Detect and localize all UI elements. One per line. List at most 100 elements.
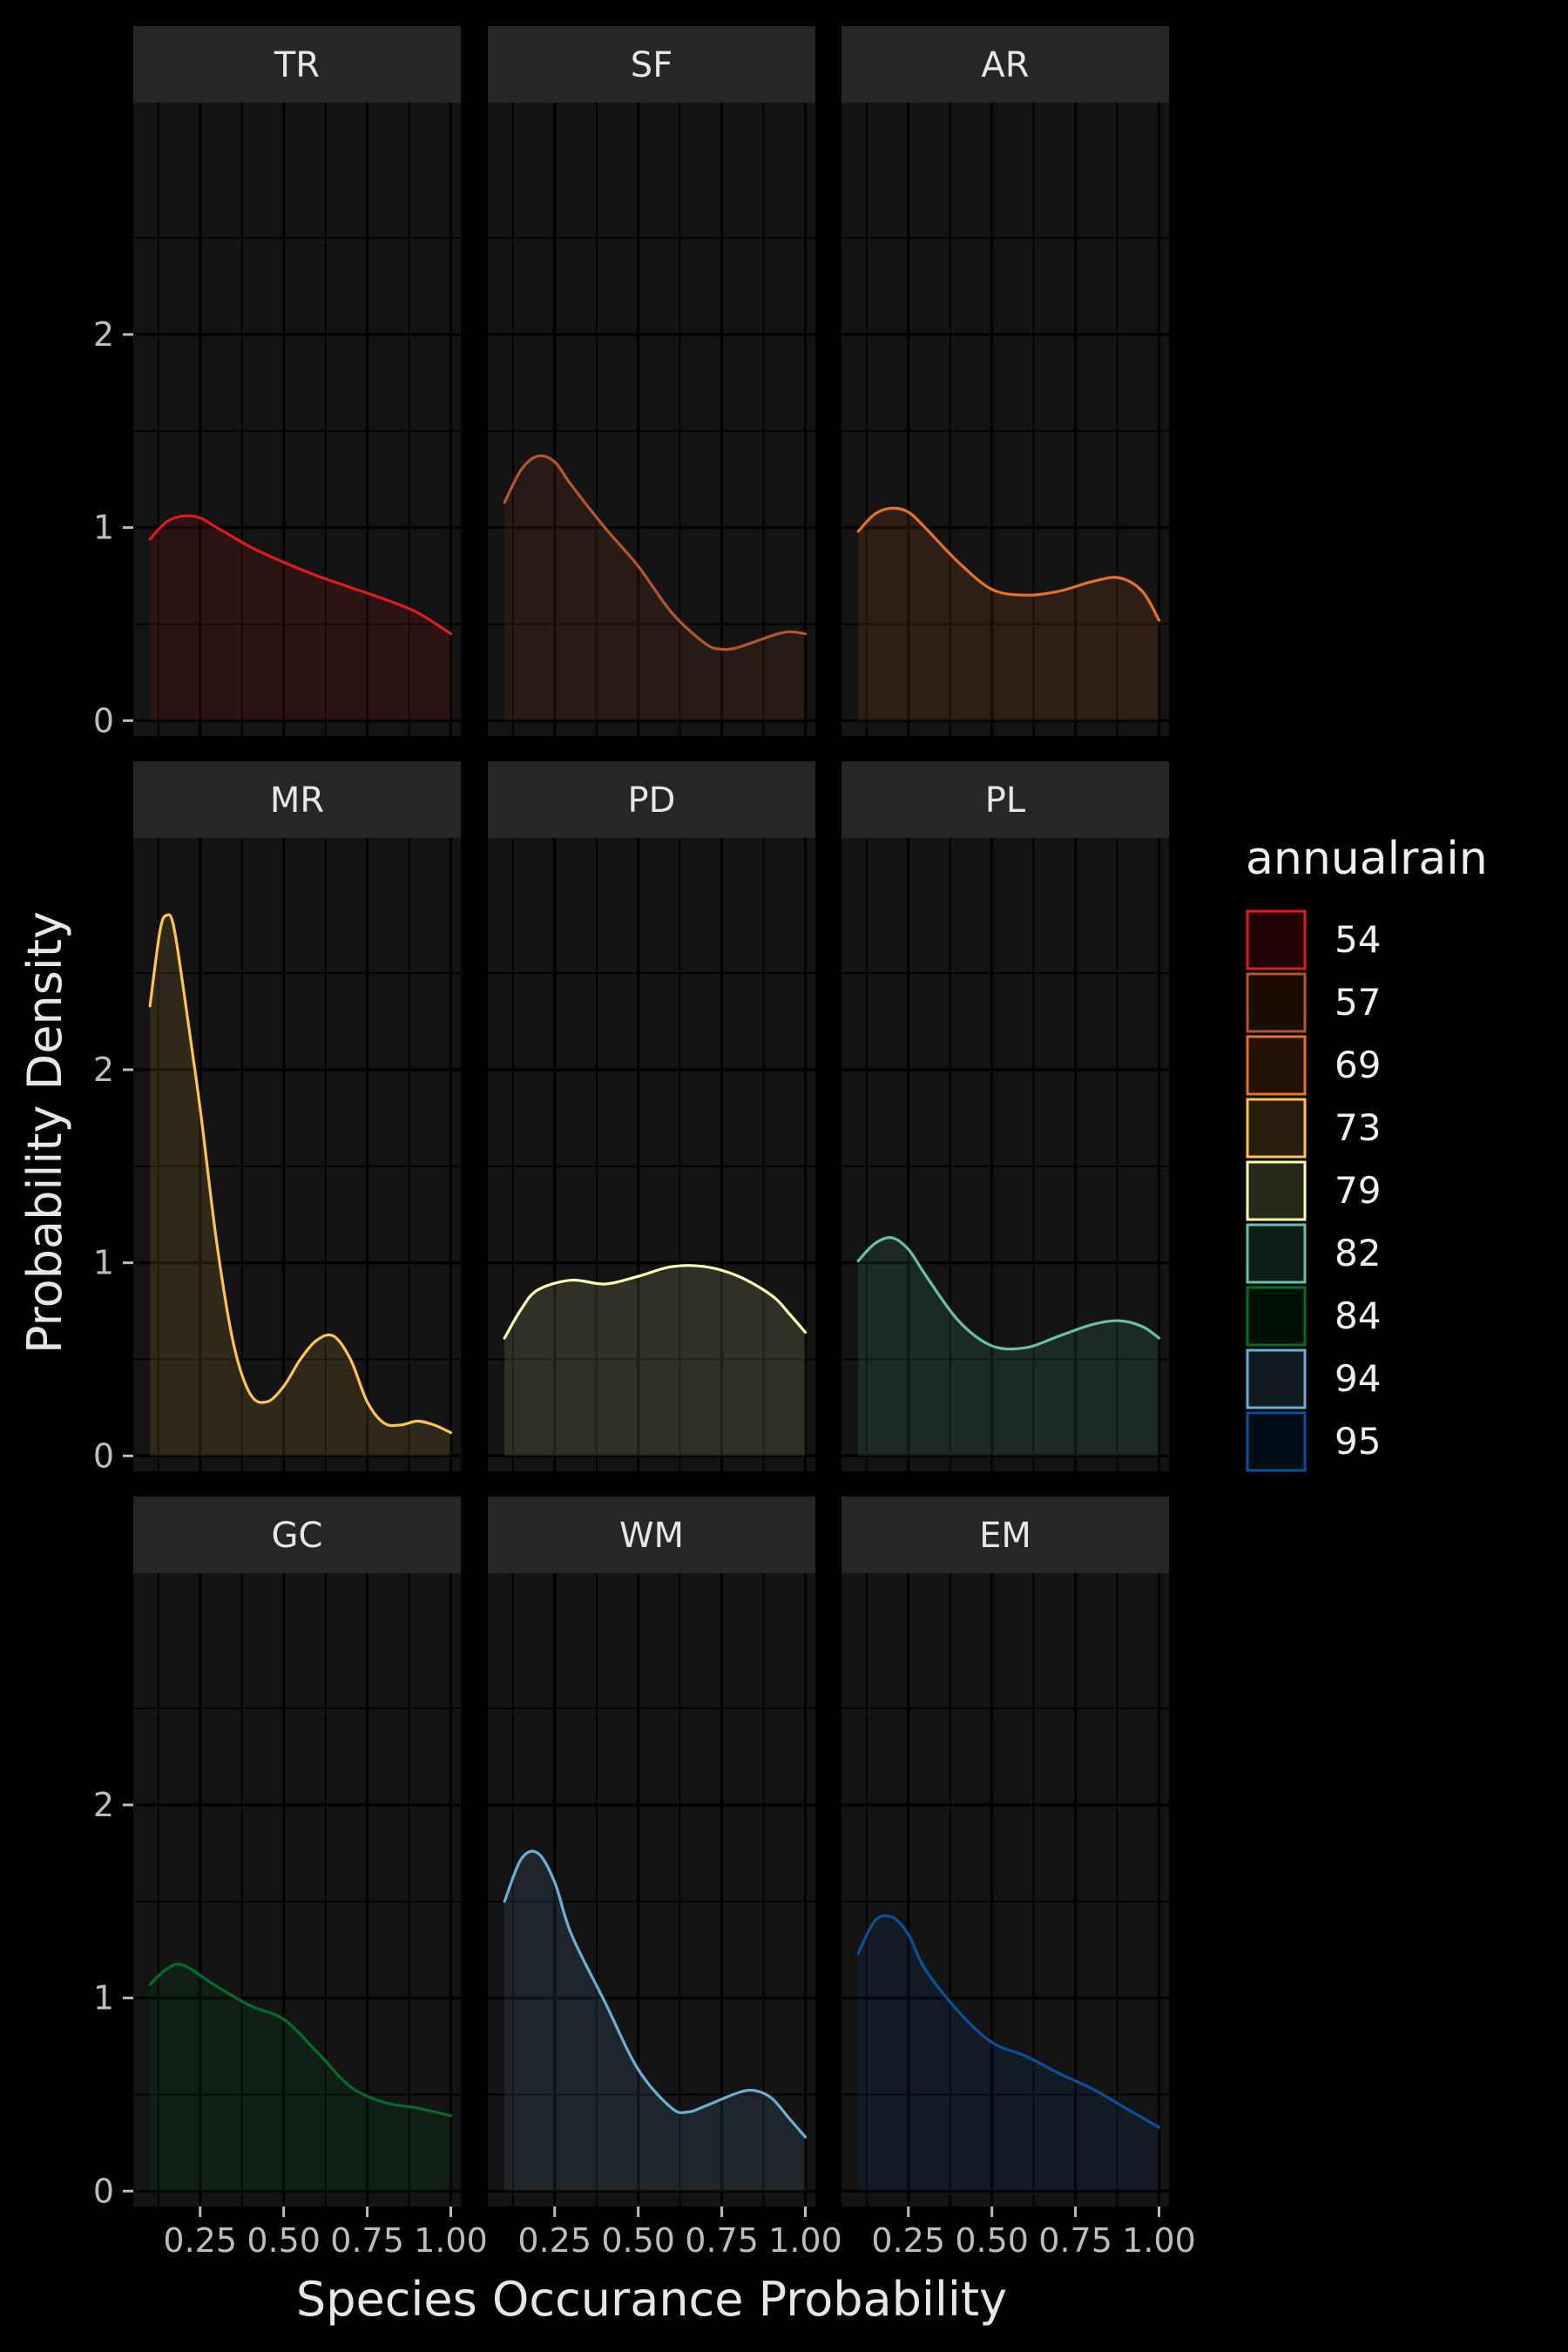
density-area	[150, 914, 451, 1456]
facet-strip-label: PL	[985, 781, 1026, 821]
y-tick-label: 1	[93, 1244, 114, 1282]
facet-strip	[133, 1497, 461, 1573]
legend-label: 57	[1335, 981, 1381, 1024]
legend-item: 95	[1246, 1411, 1381, 1472]
panel-grid	[488, 838, 815, 1471]
panel-grid	[841, 1573, 1169, 2207]
y-tick-label: 0	[93, 1436, 114, 1475]
legend-item: 57	[1246, 972, 1381, 1033]
panel-grid	[133, 1573, 461, 2207]
legend-label: 95	[1335, 1420, 1381, 1463]
density-curve	[503, 1264, 808, 1340]
density-area	[858, 1237, 1159, 1456]
x-axis-title: Species Occurance Probability	[296, 2272, 1007, 2327]
y-tick-label: 2	[93, 1786, 114, 1824]
density-curve	[148, 514, 453, 636]
density-area	[150, 516, 451, 721]
legend-key	[1246, 1411, 1307, 1472]
legend: annualrain 54 57 69 73 79 82 84 94 95	[1246, 833, 1488, 1472]
facet-strip-label: EM	[979, 1516, 1031, 1556]
legend-label: 82	[1335, 1232, 1381, 1274]
legend-key	[1246, 972, 1307, 1033]
legend-key	[1246, 1223, 1307, 1284]
legend-item: 54	[1246, 909, 1381, 970]
facet-strip	[488, 761, 815, 838]
panel-grid	[841, 838, 1169, 1471]
legend-label: 69	[1335, 1044, 1381, 1086]
legend-item: 84	[1246, 1286, 1381, 1347]
facet-strip-label: GC	[272, 1516, 323, 1556]
facet-panel-gc: GC	[133, 1497, 461, 2207]
x-tick-label: 1.00	[414, 2221, 488, 2260]
y-tick-label: 0	[93, 2172, 114, 2210]
facet-strip	[133, 26, 461, 103]
facet-strip-label: TR	[274, 45, 320, 85]
density-curve	[856, 1235, 1161, 1351]
facet-strip	[841, 26, 1169, 103]
y-tick-label: 0	[93, 701, 114, 740]
facet-panel-mr: MR	[133, 761, 461, 1471]
facet-strip	[841, 761, 1169, 838]
legend-item: 69	[1246, 1035, 1381, 1096]
panel-grid	[133, 838, 461, 1471]
x-tick-label: 1.00	[768, 2221, 842, 2260]
facet-strip	[488, 1497, 815, 1573]
panel-background	[488, 1573, 815, 2207]
legend-item: 82	[1246, 1223, 1381, 1284]
x-tick-label: 0.50	[601, 2221, 675, 2260]
panel-background	[133, 1573, 461, 2207]
x-tick-label: 0.25	[517, 2221, 591, 2260]
legend-key	[1246, 1160, 1307, 1221]
panel-background	[841, 838, 1169, 1471]
legend-key	[1246, 1035, 1307, 1096]
legend-item: 73	[1246, 1098, 1381, 1159]
density-curve	[503, 454, 808, 652]
facet-strip-label: PD	[628, 781, 676, 821]
x-tick-label: 0.75	[330, 2221, 404, 2260]
x-tick-label: 0.75	[1038, 2221, 1112, 2260]
facet-panel-wm: WM	[488, 1497, 815, 2207]
x-tick-label: 0.25	[163, 2221, 237, 2260]
legend-label: 73	[1335, 1106, 1381, 1149]
y-axis-title: Probability Density	[17, 911, 72, 1354]
density-curve	[148, 1963, 453, 2118]
density-area	[150, 1963, 451, 2192]
legend-label: 79	[1335, 1169, 1381, 1212]
legend-title: annualrain	[1246, 833, 1488, 885]
facet-panel-pd: PD	[488, 761, 815, 1471]
facet-panel-em: EM	[841, 1497, 1169, 2207]
density-area	[858, 508, 1159, 721]
facet-strip	[841, 1497, 1169, 1573]
panel-background	[488, 838, 815, 1471]
density-area	[504, 1265, 806, 1456]
legend-key	[1246, 1286, 1307, 1347]
density-curve	[856, 506, 1161, 622]
facet-strip-label: AR	[981, 45, 1029, 85]
legend-label: 54	[1335, 918, 1381, 961]
facet-strip	[133, 761, 461, 838]
density-curve	[503, 1849, 808, 2139]
facet-strip-label: MR	[270, 781, 324, 821]
facet-strip-label: SF	[631, 45, 672, 85]
density-area	[504, 456, 806, 721]
x-tick-label: 0.50	[247, 2221, 321, 2260]
x-tick-label: 0.25	[871, 2221, 945, 2260]
y-tick-label: 1	[93, 509, 114, 547]
legend-label: 84	[1335, 1294, 1381, 1337]
panel-grid	[133, 103, 461, 736]
density-curve	[856, 1914, 1161, 2129]
y-tick-label: 1	[93, 1979, 114, 2017]
panel-background	[841, 103, 1169, 736]
legend-label: 94	[1335, 1357, 1381, 1400]
legend-item: 79	[1246, 1160, 1381, 1221]
legend-key	[1246, 1098, 1307, 1159]
panels-layer: TR SF AR MR PD PL GC WM EM	[133, 26, 1169, 2207]
facet-panel-ar: AR	[841, 26, 1169, 736]
y-tick-label: 2	[93, 1051, 114, 1089]
panel-grid	[488, 103, 815, 736]
panel-background	[488, 103, 815, 736]
x-tick-label: 1.00	[1122, 2221, 1196, 2260]
y-tick-label: 2	[93, 315, 114, 354]
